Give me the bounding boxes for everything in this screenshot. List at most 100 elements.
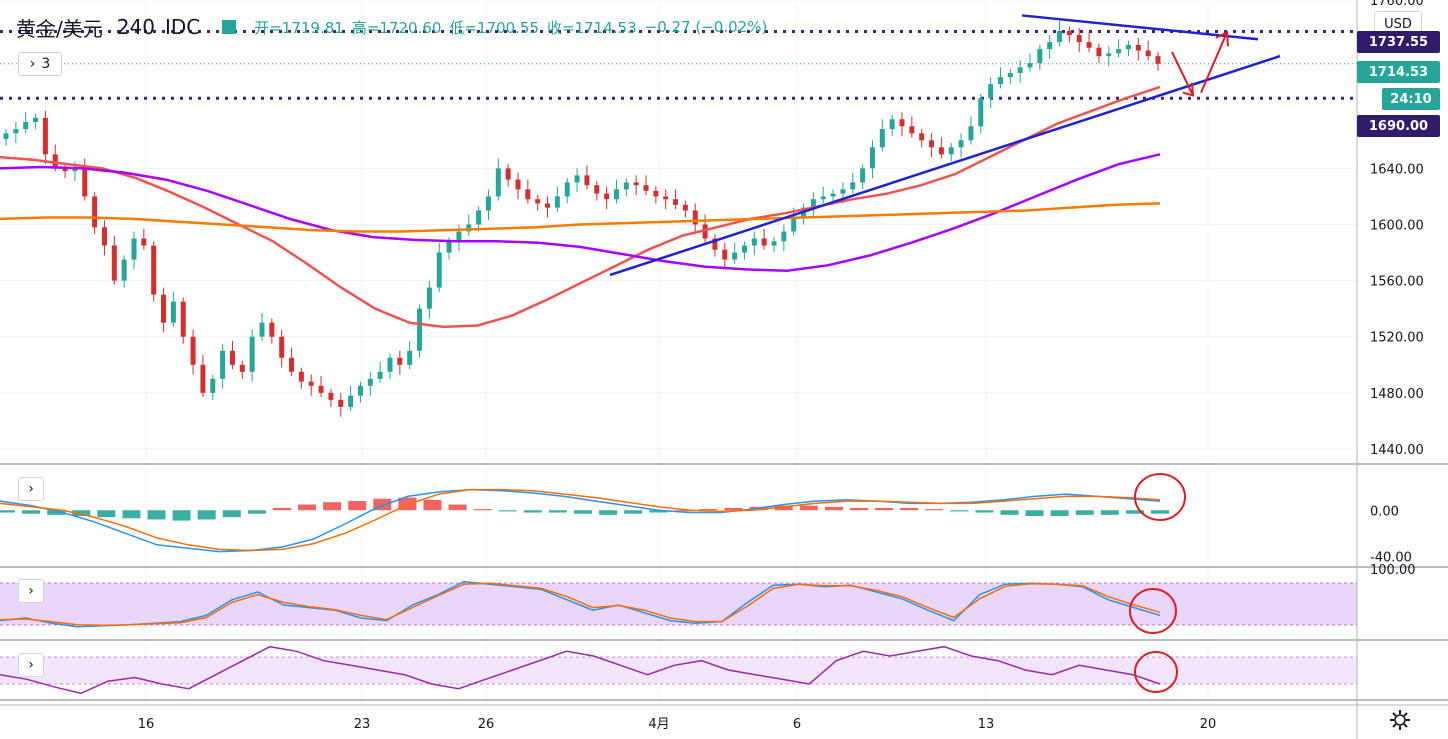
candle-body [13, 129, 19, 134]
macd-signal-line [0, 488, 1161, 552]
candle-body [535, 199, 541, 204]
candle-body [899, 119, 905, 127]
macd-histogram-bar [448, 504, 467, 511]
macd-histogram-bar [624, 510, 643, 514]
ma-slow-line [0, 202, 1161, 233]
macd-histogram-bar [498, 510, 517, 512]
time-tick-label: 16 [138, 717, 155, 732]
stoch-pane-toggle-button[interactable]: › [18, 579, 44, 603]
candle-body [613, 189, 619, 200]
open-value: 开=1719.81 [254, 18, 344, 37]
trendlines[interactable] [609, 14, 1281, 277]
macd-line [0, 488, 1161, 553]
candle-body [554, 196, 560, 208]
macd-histogram-bar [925, 509, 944, 511]
macd-histogram-bar [222, 510, 241, 518]
candle-body [289, 357, 295, 372]
macd-histogram-bar [323, 502, 342, 511]
chevron-right-icon: › [28, 657, 34, 673]
chevron-right-icon: › [29, 56, 36, 72]
macd-histogram-bar [298, 504, 317, 511]
candle-body [1076, 35, 1082, 43]
candle-body [1027, 63, 1033, 68]
candle-body [1135, 44, 1141, 51]
macd-histogram-bar [47, 510, 66, 515]
candle-body [495, 168, 501, 197]
price-tick-label: 1480.00 [1370, 387, 1424, 402]
candle-body [200, 364, 206, 393]
candle-body [82, 168, 88, 197]
macd-histogram-bar [373, 498, 392, 511]
symbol-name[interactable]: 黄金/美元 [16, 16, 103, 41]
level-low-badge: 1690.00 [1357, 115, 1440, 137]
macd-histogram-bar [348, 501, 367, 511]
candlestick-series [3, 21, 1161, 417]
candle-body [879, 129, 885, 148]
time-tick-label: 6 [793, 717, 801, 732]
candle-body [663, 196, 669, 200]
candle-body [52, 154, 58, 167]
candle-body [948, 147, 954, 155]
candle-body [850, 182, 856, 190]
candle-body [298, 371, 304, 382]
last-price-badge: 1714.53 [1357, 61, 1440, 83]
candle-body [308, 381, 314, 386]
candle-body [180, 301, 186, 337]
candle-body [456, 231, 462, 242]
candle-body [791, 217, 797, 232]
macd-histogram-bar [649, 510, 668, 513]
candle-body [1096, 47, 1102, 57]
macd-histogram-bar [1100, 510, 1119, 515]
candle-body [869, 147, 875, 169]
candle-body [545, 203, 551, 208]
rsi-pane-toggle-button[interactable]: › [18, 653, 44, 677]
trendline-support [609, 54, 1281, 277]
change-value: −0.27 (−0.02%) [644, 18, 768, 36]
candle-body [702, 224, 708, 239]
macd-histogram-bar [774, 505, 793, 511]
interval-label[interactable]: 240 [116, 15, 155, 39]
high-value: 高=1720.60 [351, 18, 442, 37]
price-axis: 1440.00 1480.00 1520.00 1560.00 1600.00 1640.… [1356, 0, 1424, 739]
candle-body [938, 147, 944, 155]
macd-histogram-bar [1125, 510, 1144, 514]
rsi-line [0, 645, 1161, 695]
macd-histogram-bar [247, 510, 266, 514]
macd-pane-toggle-button[interactable]: › [18, 477, 44, 501]
candle-body [101, 227, 107, 246]
candle-body [525, 189, 531, 200]
candle-body [623, 182, 629, 190]
candle-body [830, 193, 836, 197]
candle-body [574, 175, 580, 183]
candle-body [633, 182, 639, 186]
indicators-collapse-button[interactable]: › 3 [18, 52, 62, 76]
candle-body [968, 126, 974, 141]
time-tick-label: 26 [478, 717, 495, 732]
candle-body [229, 350, 235, 365]
candle-body [151, 245, 157, 295]
candle-body [357, 385, 363, 396]
macd-histogram-bar [423, 499, 442, 511]
candle-body [1066, 30, 1072, 36]
macd-histogram-bar [674, 510, 693, 512]
countdown-badge: 24:10 [1382, 88, 1440, 110]
candle-body [33, 117, 39, 123]
candle-body [515, 179, 521, 190]
candle-body [269, 322, 275, 337]
candle-body [1057, 30, 1063, 43]
gear-icon[interactable] [1388, 708, 1412, 732]
macd-histogram-bar [523, 510, 542, 513]
source-label: IDC [164, 15, 201, 39]
candle-body [594, 185, 600, 194]
candle-body [62, 166, 68, 172]
macd-histogram-bar [1050, 510, 1069, 516]
down-arrowhead [1182, 82, 1195, 97]
candle-body [161, 294, 167, 323]
candle-body [210, 378, 216, 393]
macd-histogram-bar [699, 509, 718, 511]
candle-body [653, 190, 659, 197]
macd-histogram-bar [724, 507, 743, 511]
macd-histogram-bar [599, 510, 618, 515]
candle-body [131, 238, 137, 260]
